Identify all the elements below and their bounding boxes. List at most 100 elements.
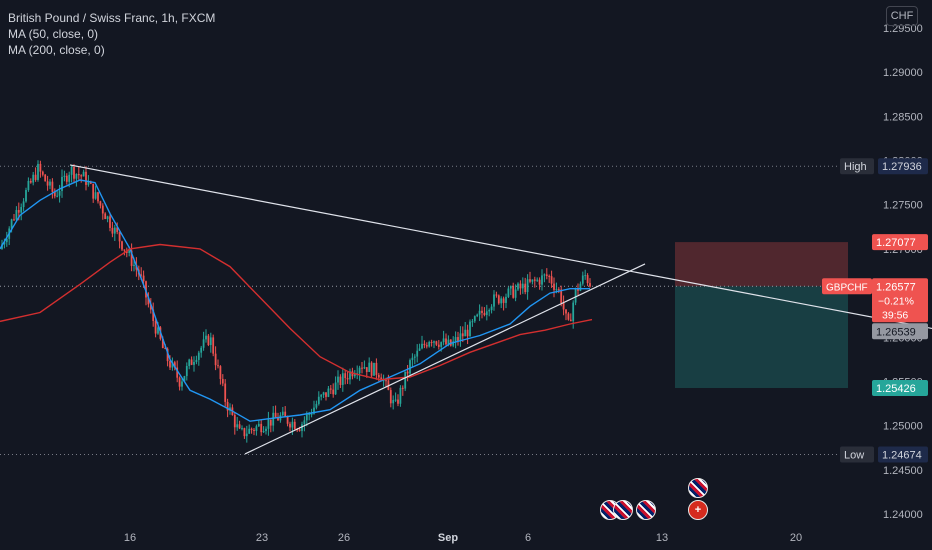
target-zone[interactable]	[675, 286, 848, 388]
candle[interactable]	[322, 391, 325, 399]
candle[interactable]	[339, 374, 342, 389]
candle[interactable]	[361, 361, 363, 374]
candle[interactable]	[13, 214, 15, 221]
candle[interactable]	[488, 308, 491, 317]
candle[interactable]	[185, 362, 188, 381]
candle[interactable]	[197, 350, 200, 366]
symbol-tag[interactable]: GBPCHF	[826, 282, 868, 293]
candle[interactable]	[193, 356, 195, 372]
candle[interactable]	[233, 412, 236, 435]
candle[interactable]	[27, 177, 30, 192]
candle[interactable]	[147, 292, 150, 308]
candle[interactable]	[495, 291, 498, 298]
candle[interactable]	[152, 302, 155, 327]
candle[interactable]	[109, 212, 111, 232]
candle[interactable]	[178, 376, 181, 391]
candle[interactable]	[202, 331, 205, 351]
candle[interactable]	[286, 415, 289, 427]
candle[interactable]	[521, 277, 524, 294]
candle[interactable]	[334, 376, 337, 395]
candle[interactable]	[250, 427, 253, 434]
candle[interactable]	[543, 273, 546, 283]
candle[interactable]	[565, 309, 567, 321]
candle[interactable]	[212, 334, 215, 357]
candle[interactable]	[253, 427, 255, 436]
candle[interactable]	[58, 184, 61, 203]
candle[interactable]	[416, 344, 419, 363]
candle[interactable]	[397, 394, 399, 407]
candle[interactable]	[51, 178, 54, 199]
candle[interactable]	[375, 358, 378, 380]
candle[interactable]	[418, 343, 421, 352]
candle[interactable]	[217, 359, 219, 369]
candle[interactable]	[243, 427, 246, 439]
candle[interactable]	[562, 295, 565, 316]
candle[interactable]	[512, 282, 515, 299]
candle[interactable]	[248, 424, 251, 435]
candle[interactable]	[41, 170, 44, 177]
symbol-title[interactable]: British Pound / Swiss Franc, 1h, FXCM	[8, 11, 216, 25]
candle[interactable]	[567, 312, 570, 321]
candle[interactable]	[560, 285, 563, 307]
candle[interactable]	[257, 419, 260, 427]
candle[interactable]	[104, 212, 107, 220]
candle[interactable]	[466, 324, 469, 345]
candle[interactable]	[517, 282, 519, 291]
candle[interactable]	[301, 421, 303, 438]
candle[interactable]	[425, 342, 428, 349]
candle[interactable]	[531, 279, 534, 285]
candle[interactable]	[49, 179, 51, 190]
candle[interactable]	[514, 284, 517, 302]
candle[interactable]	[97, 191, 99, 204]
candle[interactable]	[370, 361, 373, 379]
candle[interactable]	[39, 160, 42, 178]
candle[interactable]	[464, 321, 467, 337]
candle[interactable]	[358, 365, 361, 381]
candle[interactable]	[557, 287, 560, 294]
candle[interactable]	[430, 339, 433, 347]
ma200-line[interactable]	[0, 243, 593, 381]
candle[interactable]	[337, 370, 339, 390]
candle[interactable]	[553, 277, 555, 298]
candle[interactable]	[320, 394, 323, 401]
candle[interactable]	[454, 331, 457, 349]
candle[interactable]	[572, 300, 575, 329]
candle[interactable]	[65, 173, 68, 185]
candle[interactable]	[181, 378, 183, 391]
candle[interactable]	[25, 187, 27, 203]
currency-button[interactable]: CHF	[886, 6, 918, 26]
candle[interactable]	[363, 360, 366, 370]
candle[interactable]	[75, 173, 78, 187]
candle[interactable]	[497, 294, 500, 305]
candle[interactable]	[111, 221, 114, 238]
swiss-flag-icon[interactable]: +	[688, 500, 708, 520]
candle[interactable]	[409, 358, 411, 377]
candle[interactable]	[325, 392, 327, 401]
candle[interactable]	[483, 307, 486, 317]
candle[interactable]	[529, 271, 531, 284]
candle[interactable]	[63, 170, 66, 182]
candle[interactable]	[536, 277, 539, 283]
candle[interactable]	[32, 171, 35, 186]
uk-flag-icon[interactable]	[636, 500, 656, 520]
low-value[interactable]: 1.24674	[882, 449, 922, 461]
candle[interactable]	[469, 319, 471, 337]
candle[interactable]	[435, 340, 438, 346]
candle[interactable]	[207, 334, 210, 347]
candle[interactable]	[224, 379, 227, 407]
high-tag[interactable]: High	[844, 161, 867, 173]
candle[interactable]	[116, 222, 119, 235]
candle[interactable]	[106, 215, 109, 223]
candle[interactable]	[533, 276, 536, 288]
candle[interactable]	[121, 240, 123, 251]
candle[interactable]	[478, 304, 481, 322]
candle[interactable]	[37, 160, 39, 182]
candle[interactable]	[61, 169, 63, 198]
candle[interactable]	[493, 290, 495, 311]
entry-value[interactable]: 1.26539	[876, 326, 916, 338]
candle[interactable]	[538, 277, 541, 290]
candle[interactable]	[113, 224, 116, 241]
candle[interactable]	[541, 269, 543, 291]
candle[interactable]	[209, 332, 212, 353]
candle[interactable]	[457, 331, 459, 346]
